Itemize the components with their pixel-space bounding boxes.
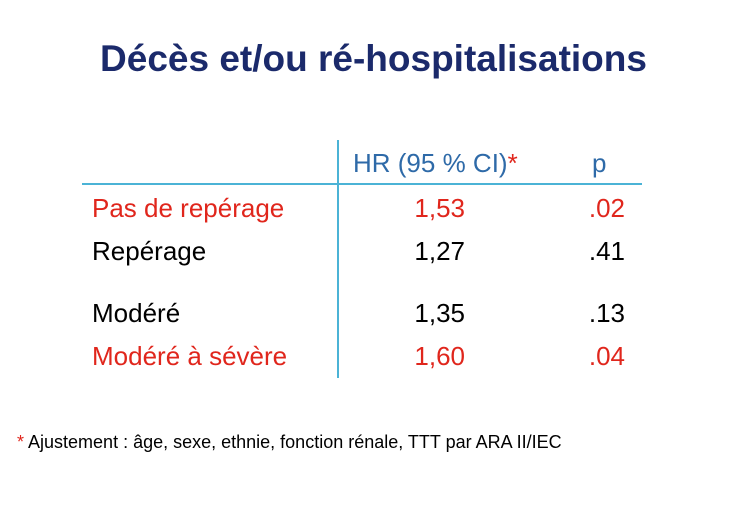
header-hr-label: HR (95 % CI) [353,148,508,178]
row-p-modere-a-severe: .04 [588,341,625,371]
slide-title: Décès et/ou ré-hospitalisations [100,38,647,79]
row-hr-modere-a-severe: 1,60 [414,341,465,371]
row-p-modere: .13 [588,298,625,328]
row-p-pas-de-reperage: .02 [588,193,625,223]
header-hr-marker: * [507,148,518,178]
header-hr: HR (95 % CI)* [353,148,518,179]
row-label-pas-de-reperage: Pas de repérage [92,193,285,223]
row-hr-reperage: 1,27 [414,236,465,266]
row-label-modere-a-severe: Modéré à sévère [92,341,288,371]
row-p-reperage: .41 [588,236,625,266]
row-label-modere: Modéré [92,298,181,328]
footnote: * Ajustement : âge, sexe, ethnie, foncti… [17,432,562,453]
table-header-rule [82,183,642,185]
footnote-text: Ajustement : âge, sexe, ethnie, fonction… [24,432,562,452]
row-hr-pas-de-reperage: 1,53 [414,193,465,223]
row-hr-modere: 1,35 [414,298,465,328]
row-label-reperage: Repérage [92,236,207,266]
table-vertical-rule [337,140,339,378]
header-p: p [592,148,607,178]
footnote-marker: * [17,432,25,452]
